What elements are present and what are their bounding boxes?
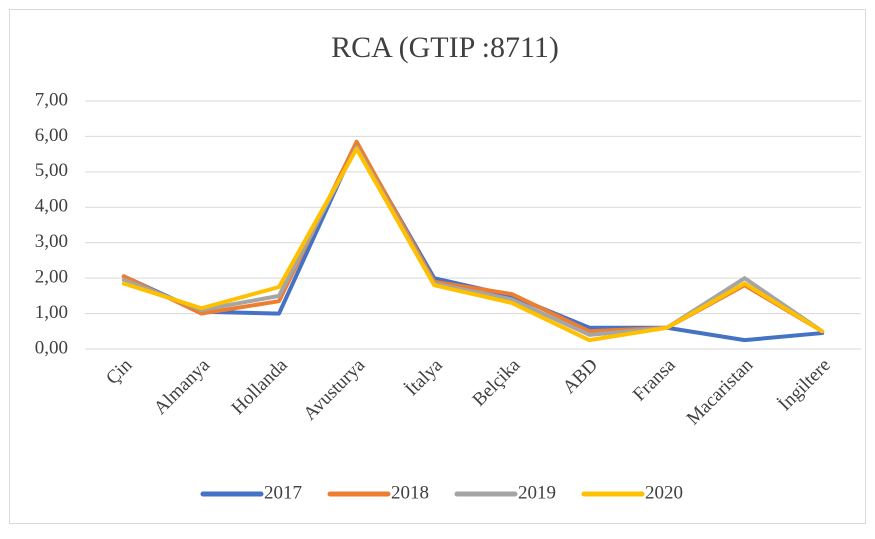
y-tick-label: 3,00: [35, 231, 68, 252]
y-tick-label: 1,00: [35, 302, 68, 323]
series-line: [121, 146, 825, 343]
y-tick-label: 6,00: [35, 125, 68, 146]
y-tick-label: 5,00: [35, 160, 68, 181]
y-tick-label: 0,00: [35, 337, 68, 358]
legend-label: 2018: [391, 482, 429, 503]
chart-title: RCA (GTIP :8711): [331, 31, 559, 64]
legend-label: 2017: [264, 482, 302, 503]
series-line: [121, 145, 825, 337]
legend-label: 2020: [645, 482, 683, 503]
chart-border: [9, 9, 866, 524]
y-tick-label: 7,00: [35, 89, 68, 110]
legend-label: 2019: [518, 482, 556, 503]
y-tick-label: 2,00: [35, 267, 68, 288]
y-tick-label: 4,00: [35, 196, 68, 217]
